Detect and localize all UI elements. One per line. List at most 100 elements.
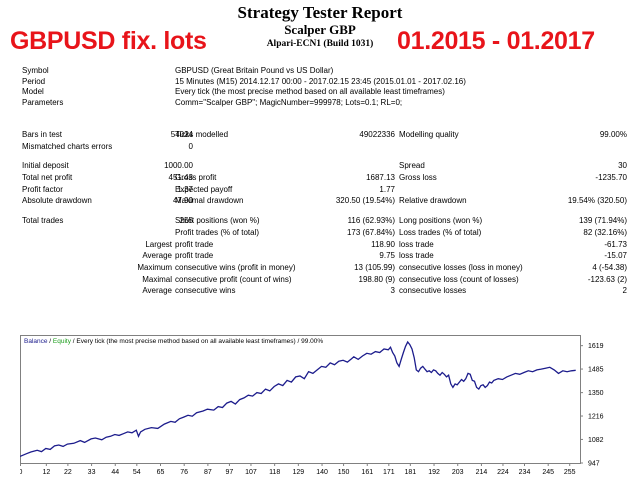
loss-trades-label: Loss trades (% of total) [399, 227, 482, 237]
x-tick-label: 97 [226, 469, 234, 476]
info-row-symbol: Symbol GBPUSD (Great Britain Pound vs US… [22, 66, 632, 77]
max-cons-wins-value: 13 (105.99) [354, 262, 395, 272]
info-row-period: Period 15 Minutes (M15) 2014.12.17 00:00… [22, 77, 632, 88]
mismatched-label: Mismatched charts errors [22, 141, 113, 151]
balance-line [20, 340, 576, 458]
x-tick-label: 203 [452, 469, 464, 476]
x-tick-label: 12 [42, 469, 50, 476]
absolute-drawdown-value: 47.90 [172, 196, 193, 206]
long-positions-value: 139 (71.94%) [578, 216, 627, 226]
average-loss-label: loss trade [399, 251, 434, 261]
x-tick-label: 181 [405, 469, 417, 476]
max-cons-losses-label: consecutive losses (loss in money) [399, 262, 523, 272]
avg-cons-wins-value: 3 [390, 286, 395, 296]
x-tick-label: 171 [383, 469, 395, 476]
expected-payoff-label: Expected payoff [175, 184, 233, 194]
info-label: Period [22, 76, 46, 86]
info-row-parameters: Parameters Comm="Scalper GBP"; MagicNumb… [22, 98, 632, 109]
x-tick-label: 150 [338, 469, 350, 476]
gross-profit-label: Gross profit [175, 173, 217, 183]
profit-trades-label: Profit trades (% of total) [175, 227, 260, 237]
server-build: Alpari-ECN1 (Build 1031) [266, 39, 374, 49]
expected-payoff-value: 1.77 [379, 184, 395, 194]
maximal-label: Maximal [142, 274, 172, 284]
x-tick-label: 44 [111, 469, 119, 476]
x-tick-label: 33 [88, 469, 96, 476]
overlay-symbol-text: GBPUSD fix. lots [10, 27, 207, 55]
legend-sep: / [48, 338, 53, 345]
legend-description: / Every tick (the most precise method ba… [71, 338, 323, 345]
maximal-cons-loss-label: consecutive loss (count of losses) [399, 274, 519, 284]
initial-deposit-label: Initial deposit [22, 161, 69, 171]
x-tick-label: 65 [157, 469, 165, 476]
stats-table: Bars in test 54024 Ticks modelled 490223… [22, 130, 627, 298]
info-table: Symbol GBPUSD (Great Britain Pound vs US… [22, 66, 632, 108]
x-tick-label: 140 [316, 469, 328, 476]
stats-row-deposit: Initial deposit 1000.00 Spread 30 [22, 161, 627, 173]
overlay-date-range: 01.2015 - 01.2017 [397, 27, 595, 55]
maximal-drawdown-value: 320.50 (19.54%) [335, 196, 395, 206]
average-label: Average [142, 251, 172, 261]
maximal-drawdown-label: Maximal drawdown [175, 196, 244, 206]
info-label: Model [22, 87, 44, 97]
x-tick-label: 161 [361, 469, 373, 476]
y-tick-label: 1485 [588, 367, 604, 374]
bars-in-test-label: Bars in test [22, 130, 63, 139]
long-positions-label: Long positions (won %) [399, 216, 483, 226]
total-net-profit-value: 451.43 [168, 173, 193, 183]
maximum-label: Maximum [137, 262, 172, 272]
ea-name: Scalper GBP [284, 22, 356, 37]
total-trades-value: 255 [179, 216, 193, 226]
info-value: Comm="Scalper GBP"; MagicNumber=999978; … [175, 97, 403, 107]
info-value: 15 Minutes (M15) 2014.12.17 00:00 - 2017… [175, 76, 466, 86]
maximal-cons-profit-label: consecutive profit (count of wins) [175, 274, 292, 284]
stats-row-average: Average profit trade 9.75 loss trade -15… [22, 251, 627, 263]
largest-profit-label: profit trade [175, 239, 214, 249]
x-tick-label: 107 [245, 469, 257, 476]
short-positions-value: 116 (62.93%) [347, 216, 395, 226]
avg-cons-losses-value: 2 [622, 286, 627, 296]
balance-chart: Balance / Equity / Every tick (the most … [20, 335, 636, 477]
mismatched-value: 0 [188, 141, 193, 151]
x-tick-label: 192 [428, 469, 440, 476]
gross-profit-value: 1687.13 [366, 173, 395, 183]
ticks-modelled-value: 49022336 [359, 130, 395, 139]
info-label: Symbol [22, 66, 49, 75]
x-tick-label: 224 [497, 469, 509, 476]
largest-profit-value: 118.90 [371, 239, 395, 249]
average-cons-label: Average [142, 286, 172, 296]
avg-cons-wins-label: consecutive wins [175, 286, 236, 296]
spread-value: 30 [618, 161, 627, 171]
relative-drawdown-value: 19.54% (320.50) [567, 196, 627, 206]
largest-label: Largest [145, 239, 172, 249]
x-tick-label: 129 [293, 469, 305, 476]
x-tick-label: 214 [476, 469, 488, 476]
max-cons-wins-label: consecutive wins (profit in money) [175, 262, 296, 272]
total-net-profit-label: Total net profit [22, 173, 73, 183]
average-profit-value: 9.75 [379, 251, 395, 261]
x-tick-label: 0 [20, 469, 23, 476]
largest-loss-value: -61.73 [604, 239, 627, 249]
stats-row-maximal: Maximal consecutive profit (count of win… [22, 275, 627, 287]
maximal-cons-loss-value: -123.63 (2) [587, 274, 627, 284]
x-tick-label: 118 [269, 469, 280, 476]
relative-drawdown-label: Relative drawdown [399, 196, 467, 206]
y-tick-label: 947 [588, 461, 600, 468]
absolute-drawdown-label: Absolute drawdown [22, 196, 92, 206]
max-cons-losses-value: 4 (-54.38) [592, 262, 627, 272]
average-profit-label: profit trade [175, 251, 214, 261]
gross-loss-label: Gross loss [399, 173, 437, 183]
total-trades-label: Total trades [22, 216, 64, 226]
stats-row-bars: Bars in test 54024 Ticks modelled 490223… [22, 130, 627, 142]
avg-cons-losses-label: consecutive losses [399, 286, 467, 296]
x-tick-label: 22 [64, 469, 72, 476]
chart-legend: Balance / Equity / Every tick (the most … [24, 338, 323, 345]
bars-in-test-value: 54024 [170, 130, 193, 139]
stats-row-total-trades: Total trades 255 Short positions (won %)… [22, 216, 627, 228]
average-loss-value: -15.07 [604, 251, 627, 261]
y-tick-label: 1082 [588, 437, 604, 444]
stats-row-largest: Largest profit trade 118.90 loss trade -… [22, 240, 627, 252]
y-tick-label: 1619 [588, 343, 604, 350]
balance-chart-svg: Balance / Equity / Every tick (the most … [20, 335, 604, 476]
x-tick-label: 54 [133, 469, 141, 476]
